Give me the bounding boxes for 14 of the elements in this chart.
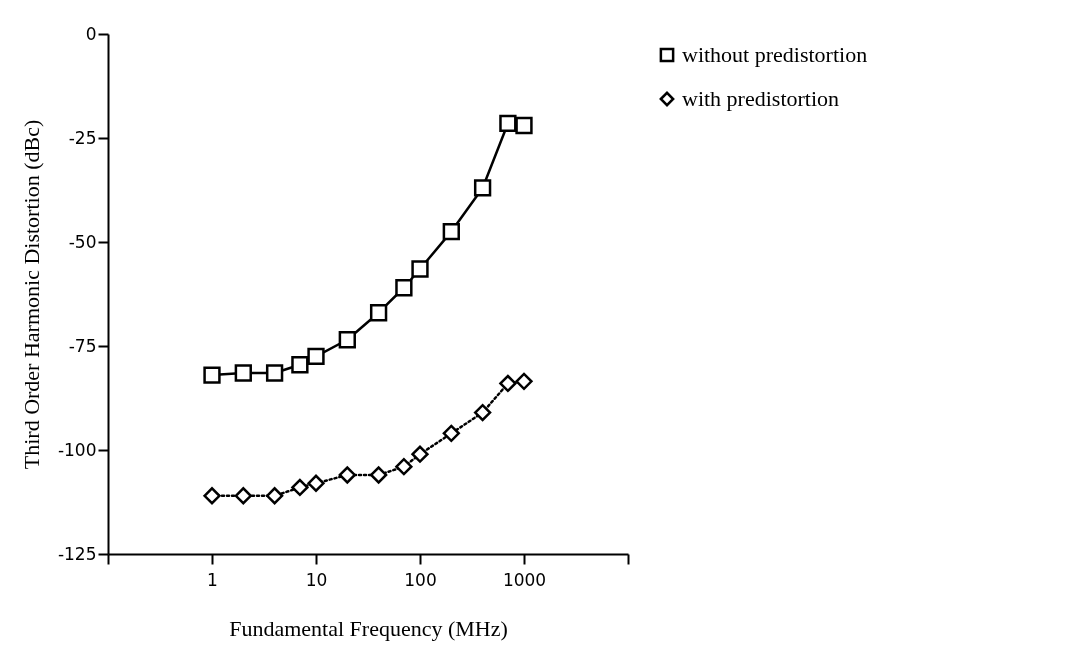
y-tick-label: -75 — [68, 335, 97, 356]
x-tick-label: 100 — [404, 569, 437, 590]
y-tick-label: -50 — [68, 231, 97, 252]
x-tick-label: 10 — [305, 569, 328, 590]
x-tick-label: 1 — [207, 569, 218, 590]
y-tick-label: -100 — [57, 439, 97, 460]
y-tick-label: -125 — [57, 543, 97, 564]
legend-label: with predistortion — [682, 86, 840, 111]
legend-label: without predistortion — [682, 42, 868, 67]
y-tick-label: -25 — [68, 127, 97, 148]
y-axis-title: Third Order Harmonic Distortion (dBc) — [18, 119, 44, 470]
x-axis-title: Fundamental Frequency (MHz) — [229, 615, 508, 641]
y-tick-label: 0 — [85, 23, 97, 44]
x-tick-label: 1000 — [502, 569, 547, 590]
